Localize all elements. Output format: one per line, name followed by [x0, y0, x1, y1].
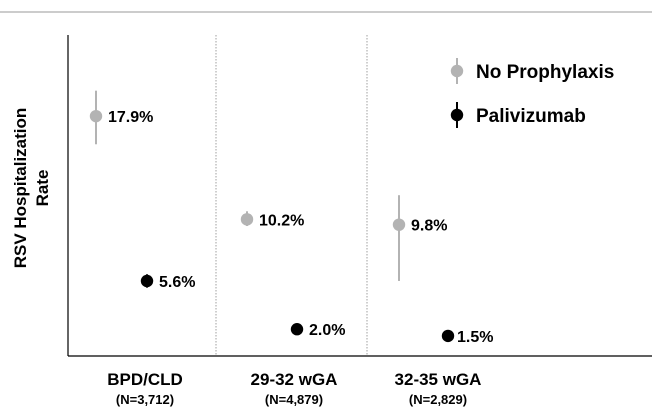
x-tick-sublabel: (N=3,712) — [116, 392, 174, 407]
data-label: 9.8% — [411, 218, 447, 235]
x-tick-label: 29-32 wGA — [251, 370, 338, 389]
x-tick-sublabel: (N=2,829) — [409, 392, 467, 407]
data-label: 5.6% — [159, 274, 195, 291]
data-label: 10.2% — [259, 212, 304, 229]
data-marks: 17.9% 10.2% 9.8% 5.6% 2.0% 1.5% — [89, 90, 493, 346]
data-point — [140, 274, 154, 288]
legend-label: Palivizumab — [476, 106, 586, 127]
y-axis-label-line-2: Rate — [33, 170, 52, 207]
x-tick-sublabel: (N=4,879) — [265, 392, 323, 407]
data-point — [290, 323, 304, 336]
legend-label: No Prophylaxis — [476, 62, 614, 83]
y-axis-label-line-1: RSV Hospitalization — [11, 108, 30, 269]
data-point — [392, 218, 406, 231]
y-axis-label: RSV Hospitalization Rate — [11, 108, 52, 269]
data-label: 2.0% — [309, 322, 345, 339]
legend-marker — [450, 108, 464, 122]
x-tick-label: BPD/CLD — [107, 370, 183, 389]
data-point — [240, 213, 254, 226]
x-tick-label: 32-35 wGA — [395, 370, 482, 389]
legend: No Prophylaxis Palivizumab — [450, 58, 614, 128]
data-label: 1.5% — [457, 329, 493, 346]
data-label: 17.9% — [108, 109, 153, 126]
legend-marker — [450, 64, 464, 78]
x-axis-ticks: BPD/CLD (N=3,712) 29-32 wGA (N=4,879) 32-35 … — [107, 370, 481, 407]
data-point — [89, 109, 103, 123]
data-point — [441, 329, 455, 343]
